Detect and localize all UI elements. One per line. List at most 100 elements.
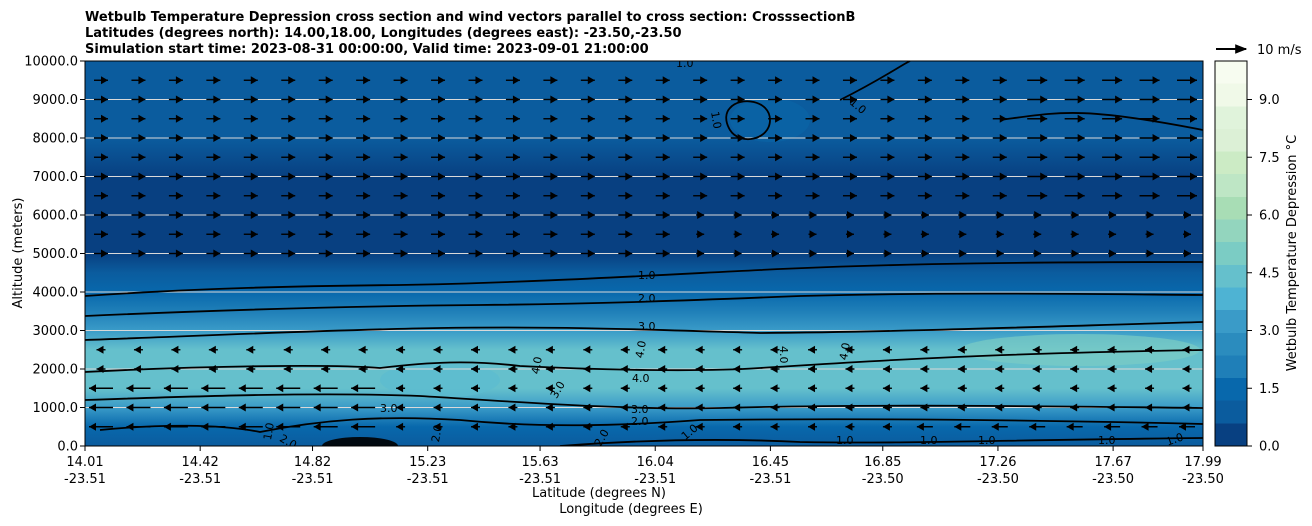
wind-vector [992,114,1007,123]
wind-vector [917,153,932,162]
y-tick-label: 5000.0 [33,247,79,262]
wind-vector [356,95,371,104]
wind-vector [543,134,558,142]
wind-vector [433,384,443,393]
wind-vector [508,384,518,393]
wind-vector [131,230,146,239]
wind-vector [1070,403,1080,412]
wind-vector [545,384,555,393]
wind-vector [283,345,293,354]
contour-label: 4.0 [837,342,853,361]
wind-vector [580,76,595,85]
wind-vector [730,76,745,85]
wind-vector [995,345,1005,354]
wind-vector [882,403,892,412]
wind-vector [733,230,742,239]
wind-vector [133,345,143,354]
wind-vector [1033,249,1042,258]
contour-3-0-low [85,393,1203,410]
wind-vector [957,403,967,412]
wind-vector [318,191,333,200]
contours [85,61,1203,446]
wind-vector [695,422,705,431]
wind-vector [842,76,857,85]
wind-vector [730,172,745,181]
wind-vector [243,172,258,181]
wind-vector [1064,172,1085,181]
contour-1-0-mid [85,261,1203,297]
wind-key-label: 10 m/s [1257,43,1302,58]
wind-vector [393,95,408,104]
wind-vector [583,384,593,393]
wind-vector [771,230,780,239]
wind-vector [733,384,743,393]
contour-1-0-upper-line [839,61,1203,131]
x-axis-label-latitude: Latitude (degrees N) [532,486,666,501]
wind-vector [1107,384,1117,393]
wind-vector [543,191,558,200]
wind-vector [583,422,593,431]
wind-vector [880,134,895,142]
wind-vector [583,365,593,373]
wind-vector [208,365,218,373]
wind-vector [94,191,108,200]
wind-vector [580,230,595,239]
wind-vector [880,153,895,162]
wind-vector [543,153,558,162]
wind-vector [543,76,558,85]
chart-title-line-3: Simulation start time: 2023-08-31 00:00:… [85,42,649,57]
y-tick-label: 3000.0 [33,324,79,339]
wind-vector [206,76,221,85]
wind-vector [1027,191,1048,200]
wind-vector [995,384,1005,393]
y-tick-label: 9000.0 [33,93,79,108]
wind-vector [808,211,817,219]
x-tick-label-lon: -23.50 [1182,472,1224,487]
x-axis: 14.01 -23.51 14.42 -23.51 14.82 -23.51 15.23 -2… [64,446,1224,487]
wind-vector [168,114,183,123]
wind-vector [431,249,446,258]
y-tick-label: 10000.0 [24,55,78,70]
contour-label: 1.0 [920,434,938,447]
contour-label: 3.0 [638,320,656,333]
x-tick-label-lat: 15.23 [409,455,446,470]
wind-vector [917,76,932,85]
wind-vector [733,365,743,373]
wind-vector [470,384,480,393]
wind-vector [580,114,595,123]
wind-vector [805,172,820,181]
wind-vector [168,230,183,239]
contour-label: 1.0 [836,434,854,447]
wind-vector [276,384,301,393]
colorbar-tick-label: 4.5 [1259,266,1280,281]
contour-label: 1.0 [708,110,724,129]
wind-vector [805,114,820,123]
contour-label: 3.0 [380,402,398,415]
wind-vector [1064,153,1085,162]
wind-vector [393,191,408,200]
wind-vector [580,211,595,219]
wind-vector [958,249,967,258]
y-tick-label: 6000.0 [33,209,79,224]
wind-vector [505,114,520,123]
wind-vector [583,403,593,412]
wind-vector [1033,211,1042,219]
wind-vector [580,153,595,162]
x-tick-label-lon: -23.51 [519,472,561,487]
wind-vector [94,114,108,123]
wind-vector [1177,95,1197,104]
chart-title-line-2: Latitudes (degrees north): 14.00,18.00, … [85,26,682,41]
wind-vector [1182,365,1192,373]
wind-vector [356,249,371,258]
wind-vector [580,95,595,104]
wind-vector [431,114,446,123]
wind-vector [1032,345,1042,354]
contour-1-0-upper-loop [725,100,771,140]
wind-vector [845,345,855,354]
wind-vector [880,172,895,181]
wind-vector [243,114,258,123]
wind-vector [393,76,408,85]
wind-vector [1177,153,1197,162]
wind-vector [880,114,895,123]
wind-vector [313,422,338,431]
